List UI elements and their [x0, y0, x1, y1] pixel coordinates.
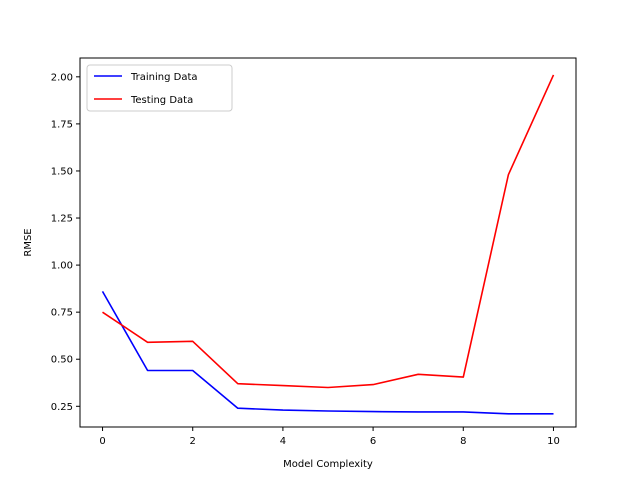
- legend-label-training-data: Training Data: [130, 72, 198, 83]
- x-axis-label: Model Complexity: [283, 459, 373, 470]
- y-axis-ticks: 0.25 0.50 0.75 1.00 1.25 1.50 1.75 2.00: [51, 72, 80, 413]
- x-tick-label: 4: [280, 436, 286, 447]
- y-tick-label: 1.00: [51, 261, 73, 272]
- y-tick-label: 1.75: [51, 119, 73, 130]
- series-lines: [101, 74, 555, 415]
- series-line-training-data: [101, 291, 554, 415]
- plot-frame: [79, 57, 577, 428]
- legend: Training Data Testing Data: [86, 64, 233, 112]
- y-tick-label: 1.25: [51, 214, 73, 225]
- x-tick-label: 8: [460, 436, 466, 447]
- x-tick-label: 10: [547, 436, 560, 447]
- y-tick-label: 0.50: [51, 355, 73, 366]
- x-axis-ticks: 0 2 4 6 8 10: [99, 427, 560, 447]
- y-tick-label: 0.75: [51, 308, 73, 319]
- y-tick-label: 2.00: [51, 72, 73, 83]
- x-tick-label: 2: [190, 436, 196, 447]
- y-tick-label: 0.25: [51, 402, 73, 413]
- x-tick-label: 6: [370, 436, 376, 447]
- series-line-testing-data: [102, 74, 555, 389]
- y-tick-label: 1.50: [51, 166, 73, 177]
- plot-area: [80, 58, 576, 427]
- legend-box: [86, 64, 233, 112]
- legend-label-testing-data: Testing Data: [130, 95, 193, 106]
- x-tick-label: 0: [99, 436, 105, 447]
- y-axis-label: RMSE: [23, 228, 34, 256]
